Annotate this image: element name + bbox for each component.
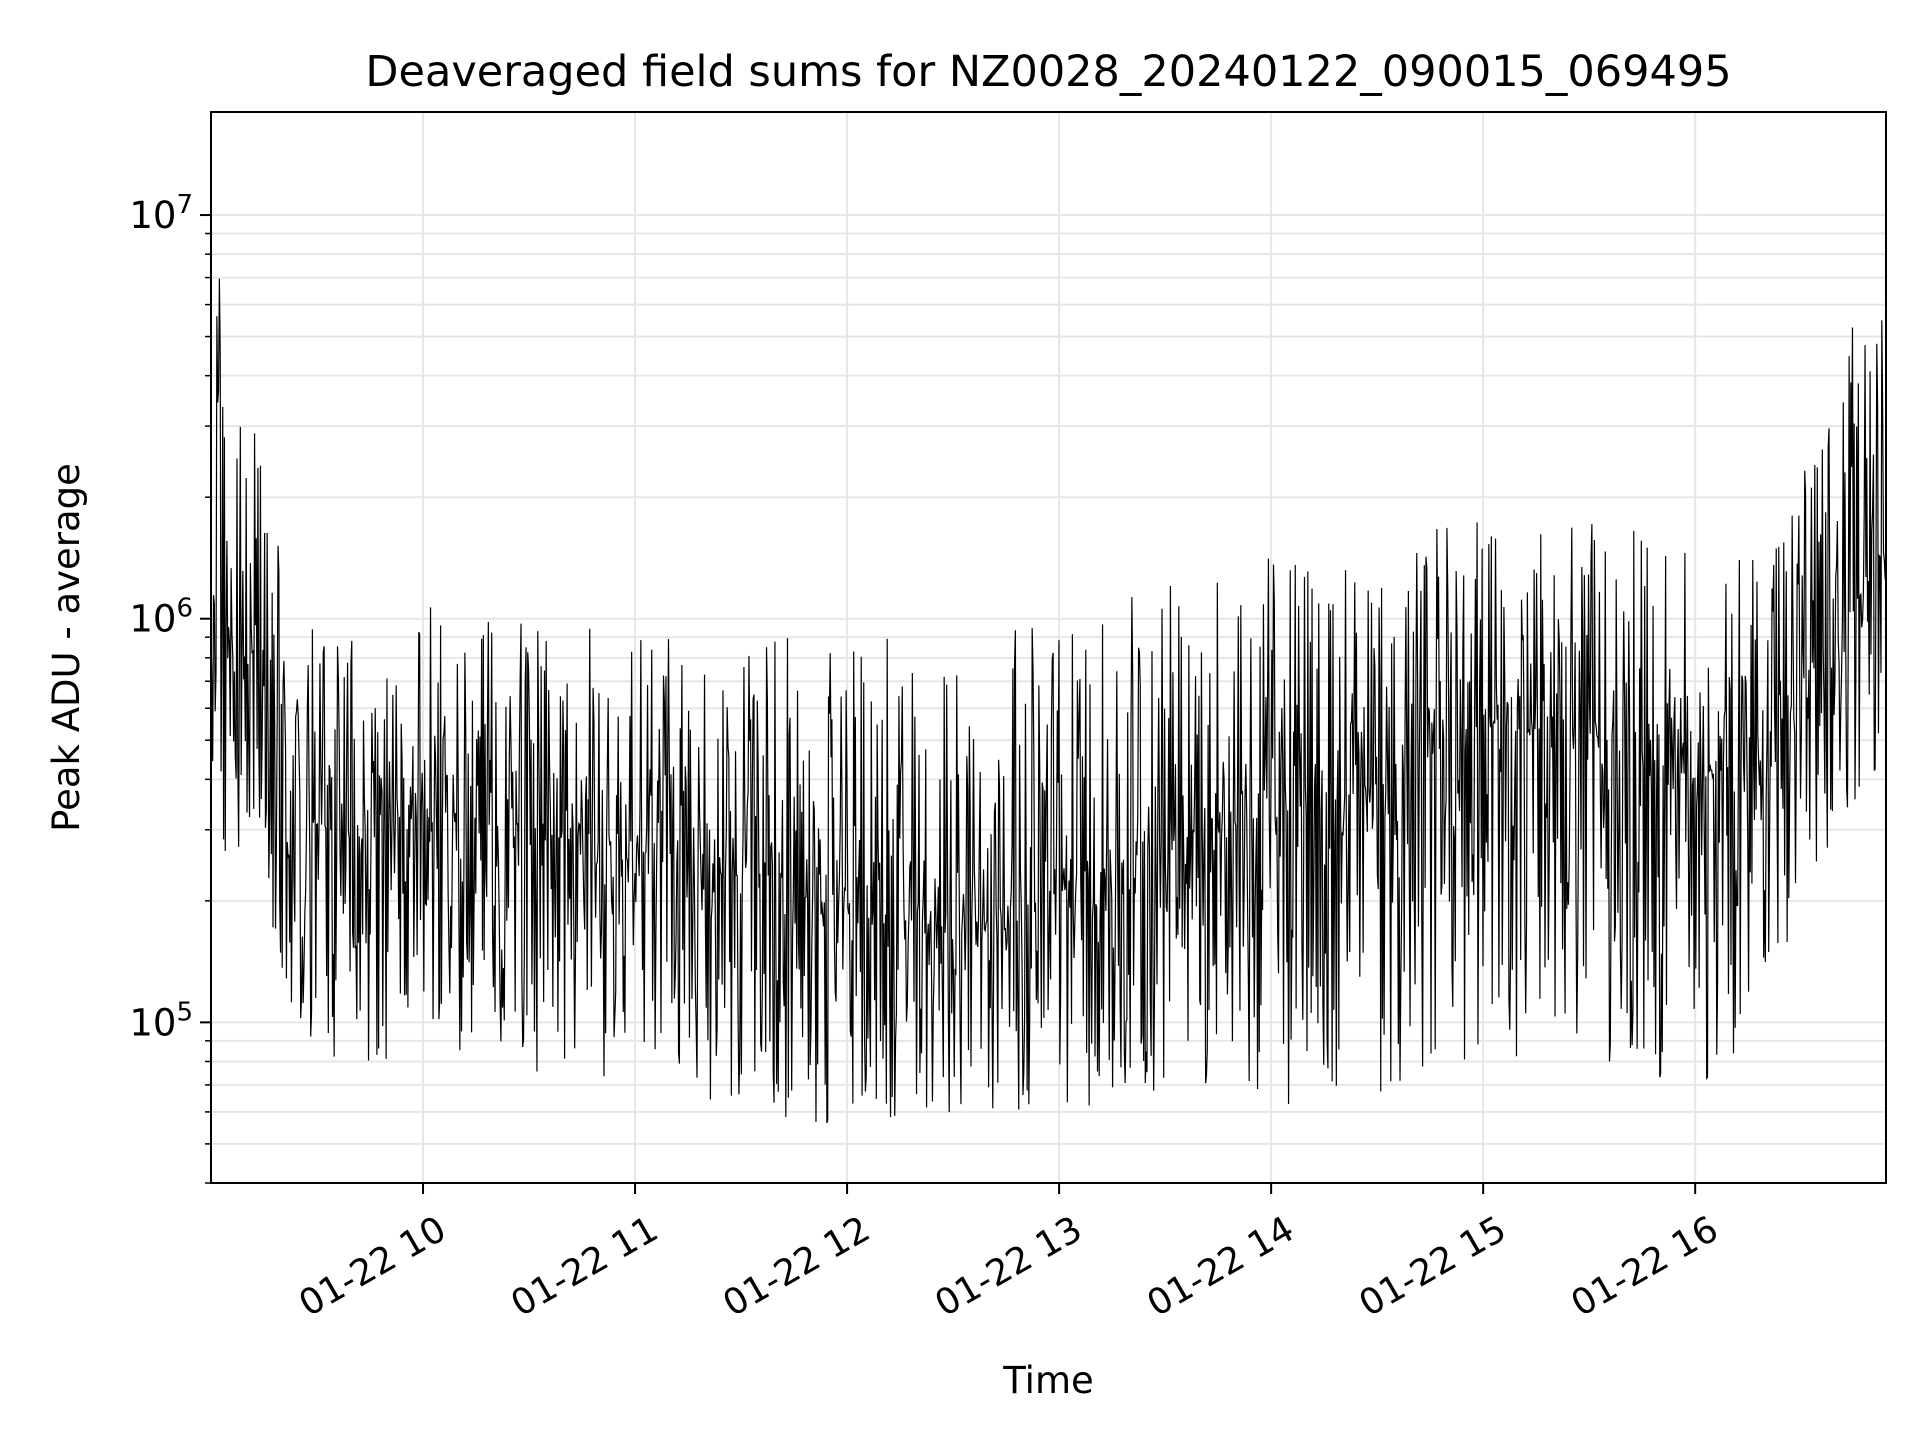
chart-title: Deaveraged field sums for NZ0028_2024012… <box>365 47 1731 97</box>
y-tick-label: 105 <box>129 997 193 1044</box>
y-tick-label: 106 <box>129 594 193 641</box>
x-axis-label: Time <box>1002 1359 1094 1402</box>
data-area <box>210 278 1887 1124</box>
series-line <box>210 278 1887 1124</box>
plot-frame <box>210 111 1887 1184</box>
y-axis-label: Peak ADU - average <box>45 463 88 832</box>
y-tick-label: 107 <box>129 190 193 237</box>
